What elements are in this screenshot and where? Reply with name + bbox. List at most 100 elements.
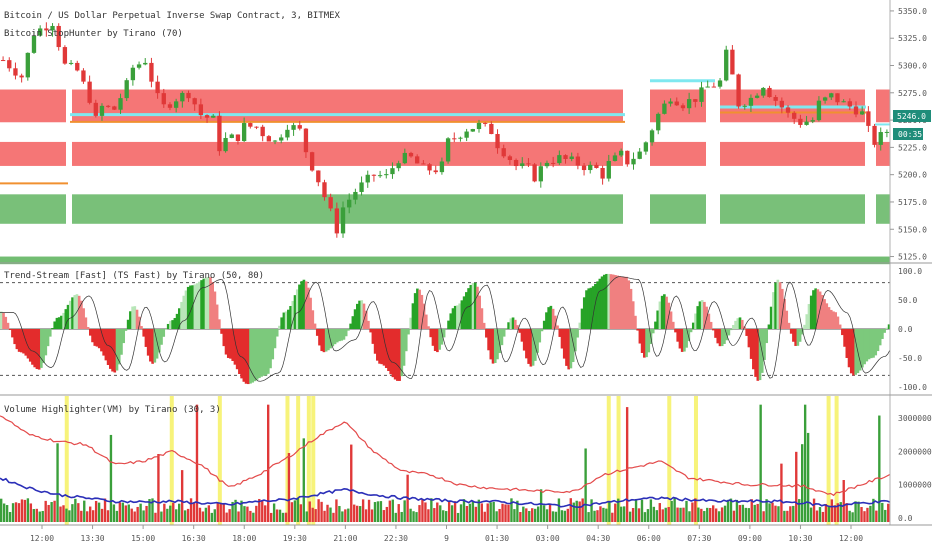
volume-bar [575,500,578,522]
volume-bar [56,443,59,522]
volume-bar [284,512,288,522]
trend-stream-bar [823,299,826,329]
trend-stream-bar [574,329,577,352]
volume-bar [442,510,445,522]
trend-stream-bar [471,283,475,329]
volume-bar [296,498,300,522]
trend-stream-bar [723,329,726,344]
price-tick-label: 5175.0 [898,198,927,207]
trend-stream-bar [783,298,786,329]
candle [686,99,692,109]
trend-stream-bar [231,329,235,361]
volume-bar [32,509,36,522]
trend-stream-bar [776,279,780,329]
trend-stream-pane[interactable] [0,273,891,385]
trend-stream-bar [402,329,406,366]
trend-stream-bar [740,319,744,329]
trend-stream-bar [258,329,261,379]
trend-stream-bar [335,329,339,343]
candle [612,155,618,161]
trend-stream-bar [878,329,882,346]
volume-bar [548,503,552,522]
volume-bar [465,505,469,522]
trend-stream-bar [767,324,771,329]
candle [680,105,686,109]
trend-stream-bar [51,327,54,329]
stophunter-label: Bitcoin StopHunter by Tirano (70) [4,29,183,39]
time-tick-label: 19:30 [283,534,307,543]
trend-stream-bar [671,321,675,329]
candle [377,175,383,177]
volume-bar [2,503,6,522]
trend-stream-bar [462,296,466,329]
volume-bar [703,511,706,522]
volume-bar [554,511,558,522]
trend-stream-bar [707,313,711,329]
countdown-label: 00:35 [898,130,922,139]
volume-bar [798,499,801,522]
volume-bar [492,501,495,522]
volume-bar [628,511,632,522]
trend-stream-bar [0,311,3,329]
trend-stream-bar [442,329,446,338]
volume-bar [534,508,537,522]
volume-bar [631,508,635,522]
trend-stream-bar [126,319,130,329]
trend-stream-bar [467,288,470,329]
trend-stream-bar [482,322,486,329]
candle [13,68,18,76]
volume-bar [41,510,44,522]
trend-stream-bar [805,314,809,329]
candle [81,70,86,82]
candle [705,86,710,88]
trend-stream-bar [244,329,248,384]
volume-bar [127,504,130,522]
trend-stream-bar [620,276,624,329]
time-tick-label: 09:00 [738,534,762,543]
volume-bar [516,500,519,522]
trend-stream-bar [215,304,219,329]
trend-stream-bar [111,329,114,372]
volume-bar [136,506,139,522]
volume-highlight [217,396,222,525]
trend-stream-bar [206,276,210,329]
volume-bar [768,503,771,522]
volume-bar [477,499,481,522]
volume-bar [744,507,748,522]
trend-stream-bar [449,313,453,329]
candle [563,155,568,159]
volume-bar [89,506,92,522]
trend-stream-bar [885,327,889,329]
trend-stream-bar [874,329,878,356]
trend-stream-bar [787,322,791,329]
candle [489,123,494,135]
volume-bar [255,505,258,522]
volume-pane[interactable] [0,396,891,525]
trend-stream-bar [318,329,321,346]
trend-stream-bar [611,274,615,329]
volume-bar [688,511,691,522]
price-pane[interactable] [0,22,890,265]
trend-stream-bar [387,329,390,372]
volume-bar [815,510,819,522]
trend-stream-bar [242,329,246,382]
trend-stream-bar [778,282,782,329]
volume-bar [682,507,685,522]
resistance-zone [876,141,890,166]
candle [618,150,624,156]
trend-stream-bar [678,329,682,349]
trend-stream-bar [794,329,797,346]
volume-bar [388,500,392,522]
trend-stream-bar [429,329,433,338]
trend-stream-bar [66,304,70,329]
trend-stream-bar [734,320,737,329]
candle [260,126,265,137]
trend-stream-bar [364,310,368,329]
volume-bar [145,505,148,522]
trend-stream-bar [513,319,517,329]
volume-bar [94,500,98,522]
trend-stream-bar [691,322,695,329]
candle [105,105,111,107]
price-tick-label: 5225.0 [898,143,927,152]
